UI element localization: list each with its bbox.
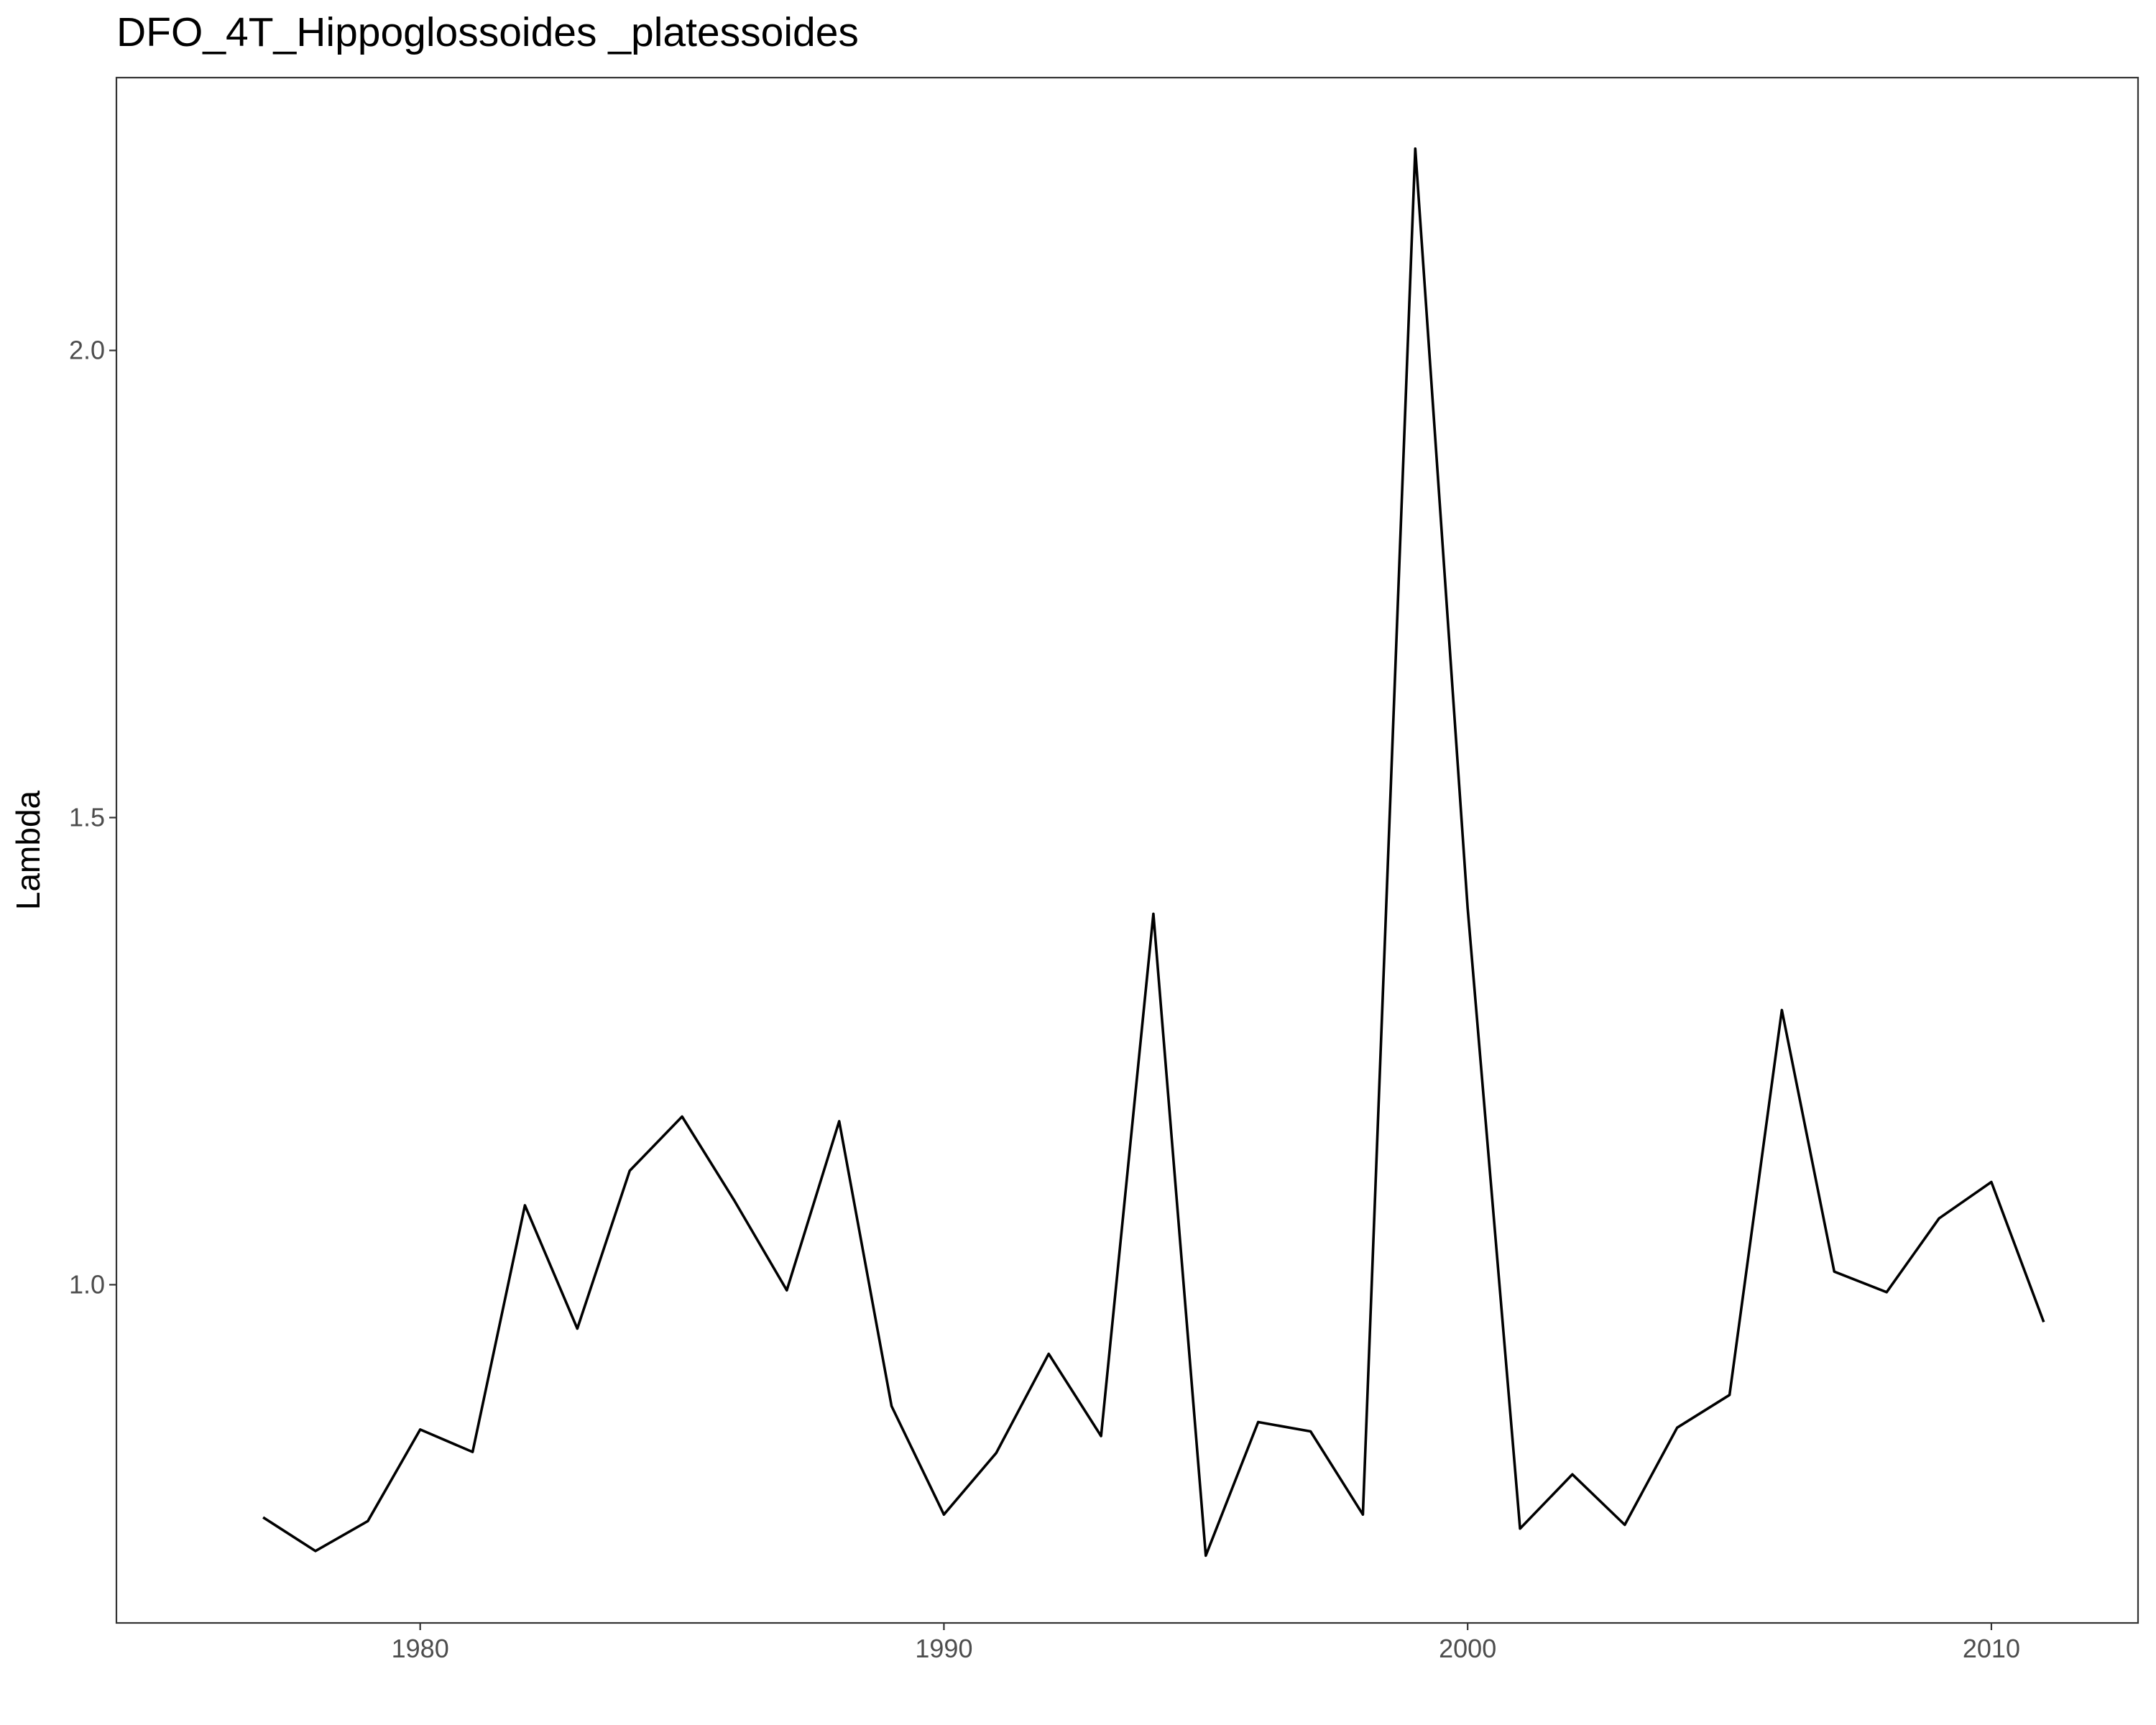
y-axis: 1.0 1.5 2.0 — [69, 336, 116, 1299]
y-tick-label: 1.0 — [69, 1269, 105, 1299]
x-tick-label: 2010 — [1963, 1634, 2020, 1663]
series-line — [262, 147, 2045, 1558]
plot-panel — [115, 76, 2139, 1624]
x-tick-label: 1990 — [915, 1634, 972, 1663]
x-axis: 1980 1990 2000 2010 — [392, 1623, 2020, 1663]
x-tick-label: 2000 — [1439, 1634, 1496, 1663]
chart-title: DFO_4T_Hippoglossoides _platessoides — [116, 9, 859, 55]
y-tick-label: 1.5 — [69, 803, 105, 832]
y-tick-label: 2.0 — [69, 336, 105, 365]
y-axis-label: Lambda — [9, 790, 47, 910]
x-tick-label: 1980 — [392, 1634, 449, 1663]
